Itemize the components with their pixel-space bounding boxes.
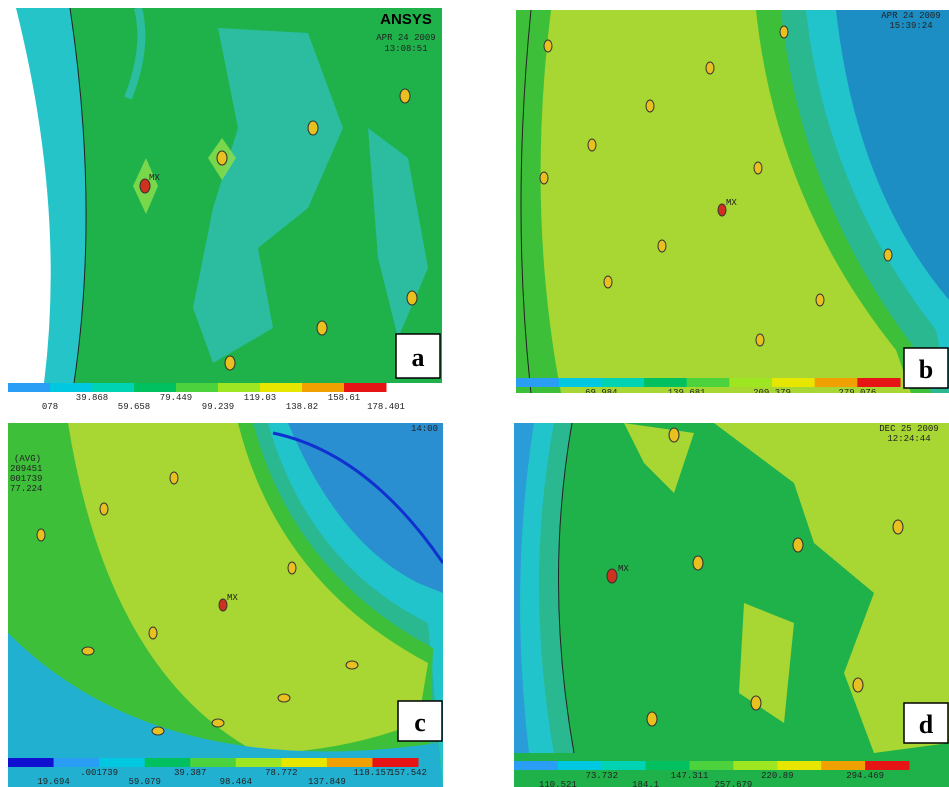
legend-label: 118.157 xyxy=(354,768,392,778)
legend-label: 209.379 xyxy=(753,388,791,393)
legend-swatch xyxy=(236,758,282,767)
legend-swatch xyxy=(516,378,559,387)
legend-label: 157.542 xyxy=(389,768,427,778)
legend-label: 178.401 xyxy=(367,402,405,412)
legend-swatch xyxy=(602,761,646,770)
panel-letter: c xyxy=(414,708,426,737)
legend-swatch xyxy=(260,383,303,392)
legend-label: 110.521 xyxy=(539,780,577,787)
legend-swatch xyxy=(302,383,345,392)
legend-label: 73.732 xyxy=(586,771,618,781)
panel-c: c 14:00 (AVG) 209451 001739 77.224 MX .0… xyxy=(8,423,443,787)
legend-swatch xyxy=(134,383,177,392)
time: 14:00 xyxy=(411,424,438,434)
legend-label: 139.681 xyxy=(668,388,706,393)
legend-label: 078 xyxy=(42,402,58,412)
legend-swatch xyxy=(344,383,387,392)
panel-letter: d xyxy=(919,710,934,739)
legend-label: 39.868 xyxy=(76,393,108,403)
legend-label: 98.464 xyxy=(220,777,252,787)
legend-label: 257.679 xyxy=(715,780,753,787)
info-line: (AVG) xyxy=(14,454,41,464)
legend-swatch xyxy=(772,378,815,387)
max-label: MX xyxy=(149,173,160,183)
legend-label: .001739 xyxy=(80,768,118,778)
legend-swatch xyxy=(559,378,602,387)
legend-swatch xyxy=(327,758,373,767)
legend-swatch xyxy=(729,378,772,387)
max-label: MX xyxy=(618,564,629,574)
legend-swatch xyxy=(176,383,219,392)
legend-label: 294.469 xyxy=(846,771,884,781)
legend-swatch xyxy=(821,761,865,770)
date: APR 24 2009 xyxy=(376,33,435,43)
legend-label: 39.387 xyxy=(174,768,206,778)
info-line: 001739 xyxy=(10,474,42,484)
legend-swatch xyxy=(190,758,236,767)
info-line: 209451 xyxy=(10,464,42,474)
legend-swatch xyxy=(8,383,51,392)
legend-swatch xyxy=(690,761,734,770)
legend-swatch xyxy=(92,383,135,392)
legend-swatch xyxy=(54,758,100,767)
legend-label: 119.03 xyxy=(244,393,276,403)
legend-label: 138.82 xyxy=(286,402,318,412)
panel-d: d DEC 25 2009 12:24:44 MX 73.732 147.311 2… xyxy=(514,423,949,787)
legend-swatch xyxy=(815,378,858,387)
panel-a: a ANSYS APR 24 2009 13:08:51 MX 39.868 79… xyxy=(8,8,442,415)
legend-swatch xyxy=(218,383,261,392)
legend-label: 279.076 xyxy=(838,388,876,393)
info-line: 77.224 xyxy=(10,484,42,494)
legend-swatch xyxy=(8,758,54,767)
date: APR 24 2009 xyxy=(881,11,940,21)
time: 13:08:51 xyxy=(384,44,427,54)
legend-label: 78.772 xyxy=(265,768,297,778)
legend-swatch xyxy=(865,761,909,770)
panel-letter: b xyxy=(919,355,933,384)
max-label: MX xyxy=(227,593,238,603)
legend-swatch xyxy=(644,378,687,387)
legend-swatch xyxy=(777,761,821,770)
time: 12:24:44 xyxy=(887,434,930,444)
legend-swatch xyxy=(733,761,777,770)
legend-label: 69.984 xyxy=(585,388,617,393)
legend-label: 99.239 xyxy=(202,402,234,412)
legend-swatch xyxy=(281,758,327,767)
legend-label: 158.61 xyxy=(328,393,360,403)
date: DEC 25 2009 xyxy=(879,424,938,434)
legend-swatch xyxy=(601,378,644,387)
legend-swatch xyxy=(514,761,558,770)
legend-swatch xyxy=(687,378,730,387)
logo: ANSYS xyxy=(380,11,432,28)
legend-swatch xyxy=(558,761,602,770)
time: 15:39:24 xyxy=(889,21,932,31)
legend-swatch xyxy=(50,383,93,392)
legend-label: 184.1 xyxy=(632,780,659,787)
panel-letter: a xyxy=(412,343,425,372)
legend-label: 220.89 xyxy=(761,771,793,781)
max-label: MX xyxy=(726,198,737,208)
legend-label: 79.449 xyxy=(160,393,192,403)
legend-swatch xyxy=(372,758,418,767)
legend-swatch xyxy=(646,761,690,770)
legend-label: 137.849 xyxy=(308,777,346,787)
legend-swatch xyxy=(145,758,191,767)
legend-label: 19.694 xyxy=(37,777,69,787)
panel-b: b APR 24 2009 15:39:24 MX 69.984 139.681 2… xyxy=(516,10,949,393)
legend-swatch xyxy=(857,378,900,387)
legend-label: 59.658 xyxy=(118,402,150,412)
figure: a ANSYS APR 24 2009 13:08:51 MX 39.868 79… xyxy=(0,0,949,787)
legend-label: 59.079 xyxy=(128,777,160,787)
legend-label: 147.311 xyxy=(671,771,709,781)
legend-swatch xyxy=(99,758,145,767)
